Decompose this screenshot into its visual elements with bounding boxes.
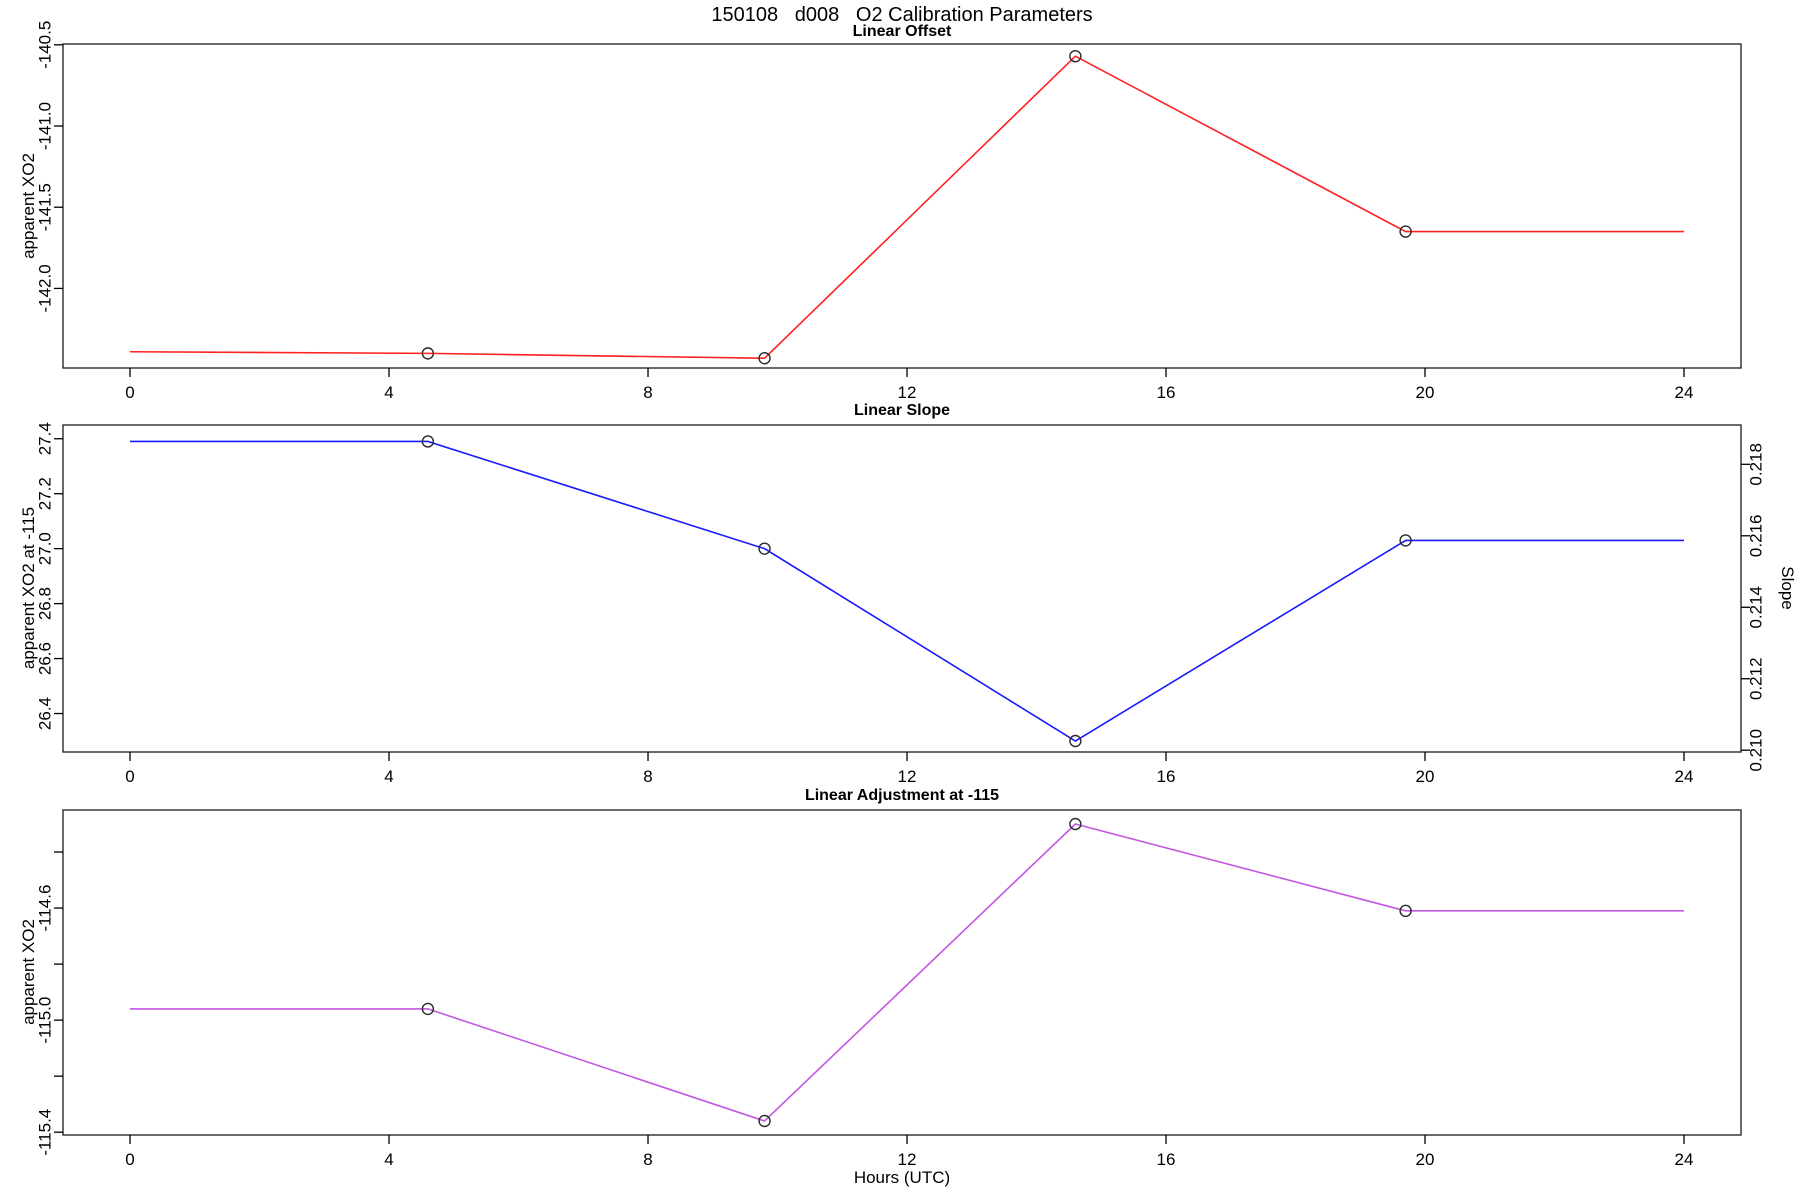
data-point-marker (421, 435, 435, 448)
x-tick-label: 24 (1675, 767, 1694, 786)
data-line-panel-1 (130, 55, 1685, 360)
data-point-marker (421, 1002, 435, 1016)
x-tick-label: 8 (643, 767, 652, 786)
y-tick-label: 26.6 (35, 642, 54, 675)
y-tick-label: 26.8 (35, 587, 54, 620)
panel-title-linear-offset: Linear Offset (852, 23, 952, 40)
data-point-marker (1069, 817, 1082, 831)
x-tick-label: 4 (384, 1150, 393, 1169)
right-tick-label: 0.218 (1746, 443, 1765, 486)
x-tick-label: 16 (1157, 1150, 1176, 1169)
x-tick-label: 12 (898, 767, 917, 786)
data-point-marker (421, 347, 435, 360)
panel-frame-1 (62, 43, 1742, 369)
x-tick-label: 8 (643, 383, 652, 402)
x-tick-label: 8 (643, 1150, 652, 1169)
data-point-marker (1399, 534, 1412, 547)
y-tick-label: -140.5 (35, 21, 54, 69)
x-tick-label: 16 (1157, 383, 1176, 402)
x-tick-label: 0 (125, 767, 134, 786)
right-tick-label: 0.212 (1746, 657, 1765, 700)
x-tick-label: 24 (1675, 1150, 1694, 1169)
x-tick-label: 20 (1416, 1150, 1435, 1169)
panel-frame-2 (62, 424, 1742, 753)
panel-frame-3 (62, 809, 1742, 1136)
data-line-panel-3 (130, 823, 1685, 1122)
data-point-marker (1069, 734, 1082, 748)
y-tick-label: -141.5 (35, 183, 54, 231)
y-tick-label: -142.0 (35, 264, 54, 312)
data-point-marker (1069, 49, 1082, 63)
y-tick-label: -115.4 (35, 1109, 54, 1156)
x-tick-label: 20 (1416, 383, 1435, 402)
y-tick-label: -115.0 (35, 997, 54, 1044)
x-tick-label: 16 (1157, 767, 1176, 786)
data-point-marker (1399, 225, 1412, 238)
y-tick-label: 27.4 (35, 422, 54, 455)
x-tick-label: 24 (1675, 383, 1694, 402)
right-tick-label: 0.214 (1746, 586, 1765, 629)
x-tick-label: 0 (125, 383, 134, 402)
panel-title-linear-slope: Linear Slope (853, 402, 951, 419)
x-tick-label: 0 (125, 1150, 134, 1169)
y-tick-label: 27.2 (35, 477, 54, 510)
x-tick-label: 4 (384, 383, 393, 402)
x-tick-label: 4 (384, 767, 393, 786)
y-tick-label: -114.6 (35, 885, 54, 932)
right-tick-label: 0.210 (1746, 729, 1765, 772)
x-tick-label: 20 (1416, 767, 1435, 786)
data-point-marker (1399, 904, 1412, 918)
data-point-marker (758, 542, 771, 555)
panel-title-linear-adjustment: Linear Adjustment at -115 (804, 787, 1000, 804)
data-point-marker (758, 1114, 771, 1128)
y-tick-label: 26.4 (35, 697, 54, 730)
x-tick-label: 12 (898, 383, 917, 402)
y-tick-label: 27.0 (35, 532, 54, 565)
figure-title: 150108 d008 O2 Calibration Parameters (711, 4, 1093, 26)
data-point-marker (758, 352, 771, 365)
data-line-panel-2 (130, 440, 1685, 742)
y-tick-label: -141.0 (35, 102, 54, 150)
x-tick-label: 12 (898, 1150, 917, 1169)
right-tick-label: 0.216 (1746, 515, 1765, 558)
x-axis-label: Hours (UTC) (853, 1168, 951, 1187)
